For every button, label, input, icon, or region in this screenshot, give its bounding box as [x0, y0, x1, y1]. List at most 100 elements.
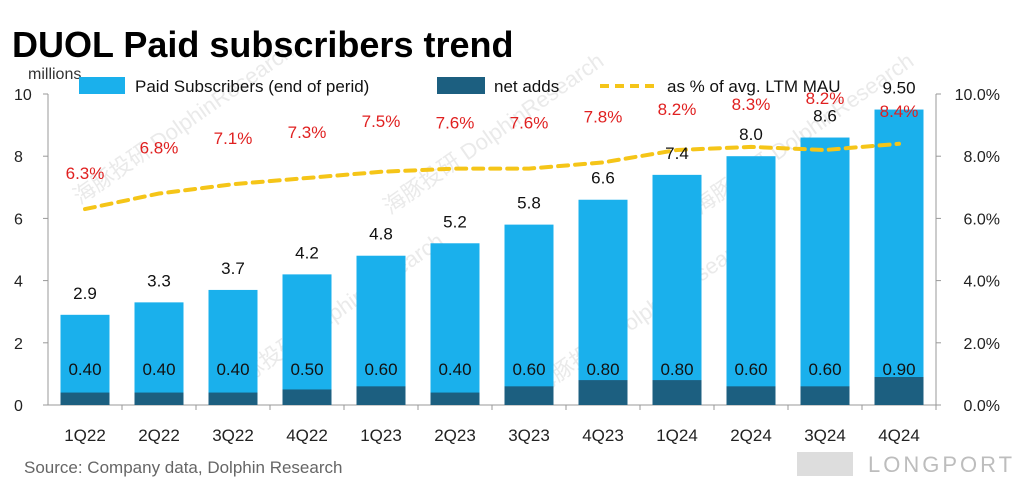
subscribers-bar	[356, 255, 406, 405]
ltm-pct-label: 7.5%	[362, 112, 401, 131]
legend: Paid Subscribers (end of perid) net adds…	[79, 77, 841, 96]
y-left-tick-label: 6	[14, 211, 23, 228]
legend-label-net-adds: net adds	[494, 77, 559, 96]
subscribers-bar	[430, 243, 480, 405]
y-left-tick-label: 2	[14, 336, 23, 353]
y-axis-unit-label: millions	[28, 66, 81, 83]
net-adds-bar	[60, 392, 110, 405]
net-adds-value-label: 0.60	[734, 360, 767, 379]
ltm-pct-label: 8.2%	[806, 89, 845, 108]
net-adds-bar	[726, 386, 776, 405]
y-right-tick-label: 0.0%	[964, 398, 1000, 415]
x-tick-label: 2Q24	[730, 426, 772, 445]
x-tick-label: 1Q23	[360, 426, 402, 445]
subscribers-value-label: 3.3	[147, 271, 171, 290]
net-adds-bar	[356, 386, 406, 405]
net-adds-value-label: 0.40	[438, 360, 471, 379]
x-tick-label: 3Q23	[508, 426, 550, 445]
net-adds-bar	[134, 392, 184, 405]
subscribers-bar	[504, 224, 554, 405]
ltm-pct-label: 8.4%	[880, 102, 919, 121]
net-adds-value-label: 0.40	[216, 360, 249, 379]
subscribers-value-label: 8.0	[739, 125, 763, 144]
legend-label-subscribers: Paid Subscribers (end of perid)	[135, 77, 369, 96]
net-adds-value-label: 0.60	[808, 360, 841, 379]
ltm-pct-label: 7.6%	[510, 114, 549, 133]
y-left-tick-label: 8	[14, 149, 23, 166]
net-adds-bar	[282, 389, 332, 405]
subscribers-value-label: 4.2	[295, 243, 319, 262]
bars	[60, 109, 924, 406]
subscribers-value-label: 8.6	[813, 107, 837, 126]
subscribers-bar	[874, 109, 924, 406]
net-adds-bar	[874, 377, 924, 405]
subscribers-bar	[208, 289, 258, 405]
subscribers-value-label: 5.2	[443, 212, 467, 231]
brand-logo-text: LONGPORT	[868, 452, 1014, 477]
subscribers-bar	[800, 137, 850, 406]
net-adds-bar	[430, 392, 480, 405]
legend-swatch-net-adds	[437, 77, 485, 94]
y-left-tick-label: 10	[14, 87, 32, 104]
net-adds-value-label: 0.80	[660, 360, 693, 379]
net-adds-value-label: 0.90	[882, 360, 915, 379]
subscribers-value-label: 3.7	[221, 259, 245, 278]
ltm-pct-label: 7.8%	[584, 107, 623, 126]
subscribers-bar	[134, 302, 184, 405]
net-adds-value-label: 0.40	[142, 360, 175, 379]
net-adds-bar	[578, 380, 628, 405]
y-right-tick-label: 10.0%	[955, 87, 1000, 104]
x-tick-label: 4Q23	[582, 426, 624, 445]
ltm-pct-label: 8.2%	[658, 100, 697, 119]
chart-title: DUOL Paid subscribers trend	[12, 24, 513, 65]
y-right-tick-label: 4.0%	[964, 274, 1000, 291]
subscribers-value-label: 5.8	[517, 194, 541, 213]
ltm-pct-label: 6.8%	[140, 139, 179, 158]
data-labels: 2.9 0.40 3.3 0.40 3.7 0.40 4.2 0.50 4.8 0.60 5.2 0.…	[66, 79, 919, 379]
ltm-pct-label: 7.6%	[436, 114, 475, 133]
brand-logo-mark	[797, 452, 853, 476]
net-adds-bar	[208, 392, 258, 405]
y-right-tick-label: 8.0%	[964, 149, 1000, 166]
net-adds-value-label: 0.80	[586, 360, 619, 379]
ltm-pct-label: 6.3%	[66, 164, 105, 183]
subscribers-bar	[578, 199, 628, 405]
x-tick-label: 1Q24	[656, 426, 698, 445]
net-adds-bar	[504, 386, 554, 405]
subscribers-value-label: 4.8	[369, 225, 393, 244]
watermark-text: 海豚投研 DolphinResearch	[529, 228, 759, 399]
net-adds-value-label: 0.40	[68, 360, 101, 379]
subscribers-bar	[282, 274, 332, 405]
subscribers-bar	[60, 314, 110, 405]
y-left-tick-label: 4	[14, 274, 23, 291]
x-tick-label: 3Q24	[804, 426, 846, 445]
ltm-line-path	[83, 141, 901, 212]
ltm-pct-label: 7.3%	[288, 123, 327, 142]
subscribers-value-label: 6.6	[591, 169, 615, 188]
watermark-text: 海豚投研 DolphinResearch	[379, 48, 609, 219]
x-tick-label: 2Q22	[138, 426, 180, 445]
x-tick-label: 4Q22	[286, 426, 328, 445]
net-adds-value-label: 0.60	[364, 360, 397, 379]
subscribers-value-label: 7.4	[665, 144, 689, 163]
ltm-pct-label: 8.3%	[732, 95, 771, 114]
x-tick-label: 1Q22	[64, 426, 106, 445]
net-adds-value-label: 0.60	[512, 360, 545, 379]
y-left-tick-label: 0	[14, 398, 23, 415]
net-adds-value-label: 0.50	[290, 360, 323, 379]
y-right-tick-label: 6.0%	[964, 211, 1000, 228]
ltm-pct-label: 7.1%	[214, 129, 253, 148]
x-tick-label: 2Q23	[434, 426, 476, 445]
source-note: Source: Company data, Dolphin Research	[24, 458, 342, 477]
x-tick-label: 3Q22	[212, 426, 254, 445]
subscribers-bar	[652, 174, 702, 405]
brand-logo: LONGPORT	[797, 452, 1014, 477]
subscribers-value-label: 2.9	[73, 284, 97, 303]
legend-label-ltm-line: as % of avg. LTM MAU	[667, 77, 841, 96]
net-adds-bar	[800, 386, 850, 405]
legend-swatch-subscribers	[79, 77, 125, 94]
subscribers-bar	[726, 156, 776, 405]
subscribers-value-label: 9.50	[882, 79, 915, 98]
y-right-tick-label: 2.0%	[964, 336, 1000, 353]
